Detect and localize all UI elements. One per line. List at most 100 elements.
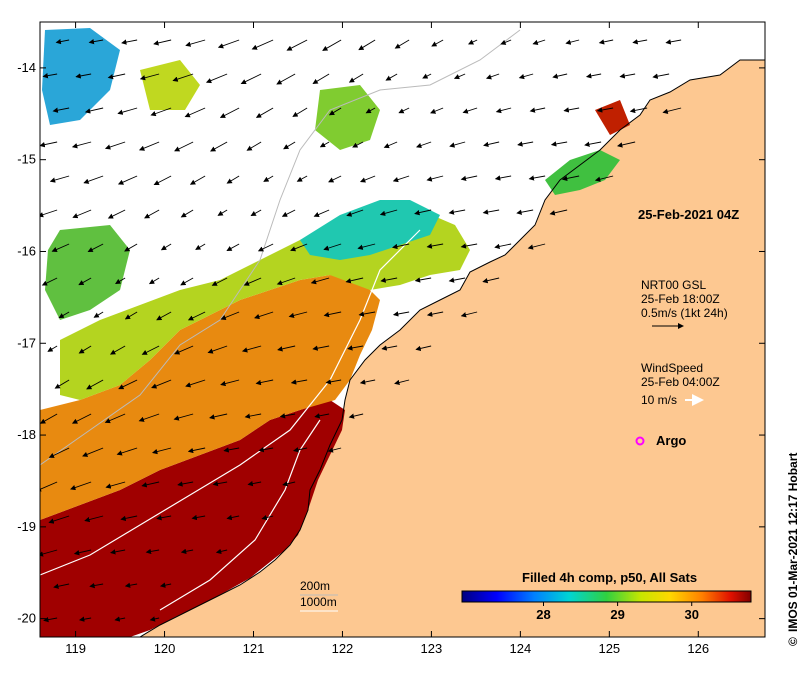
current-vector-arrow [116,447,138,456]
current-vector-arrow [124,311,138,320]
sst-green-zone [60,210,470,400]
colorbar [461,590,752,603]
sst-orange-zone [40,275,380,520]
current-vector-arrow [322,39,342,51]
y-tick-label: -20 [17,611,36,626]
current-vector-arrow [156,515,172,521]
current-vector-arrow [563,107,580,113]
current-vector-arrow [88,38,104,45]
current-vector-arrow [383,141,398,149]
current-vector-arrow [220,311,240,320]
current-vector-arrow [152,447,172,455]
current-vector-arrow [40,141,58,148]
current-vector-arrow [87,243,104,252]
current-vector-arrow [652,73,670,79]
current-vector-arrow [460,311,478,318]
current-vector-arrow [73,549,92,556]
current-vector-arrow [453,73,466,80]
current-vector-arrow [47,345,58,352]
current-vector-arrow [40,481,58,492]
current-vector-arrow [246,141,262,151]
current-vector-arrow [247,480,262,487]
current-vector-arrow [114,616,126,622]
current-vector-arrow [528,175,546,181]
current-vector-arrow [150,107,172,117]
current-vector-arrow [75,73,92,79]
current-vector-arrow [82,447,104,457]
current-vector-arrow [255,379,274,386]
current-vector-arrow [415,345,432,352]
current-vector-arrow [494,243,512,250]
current-vector-arrow [365,107,376,114]
current-vector-arrow [109,345,126,355]
current-vector-arrow [296,175,308,182]
current-vector-arrow [139,73,160,81]
current-vector-arrow [532,39,546,46]
current-vector-arrow [52,107,70,113]
current-vector-arrow [585,73,602,79]
current-vector-arrow [124,582,138,588]
current-vector-arrow [40,549,58,557]
current-vector-arrow [328,175,342,183]
argo-marker-icon [635,436,645,446]
current-vector-arrow [518,73,534,80]
current-vector-arrow [550,141,568,147]
current-vector-arrow [500,39,512,45]
current-vector-arrow [495,107,512,114]
current-vector-arrow [414,277,432,283]
current-vector-arrow [189,175,206,185]
current-vector-arrow [138,141,160,151]
current-vector-arrow [78,277,92,286]
current-vector-arrow [379,209,398,216]
current-vector-arrow [290,379,308,385]
current-vector-arrow [121,39,138,45]
current-vector-arrow [187,447,206,454]
current-vector-arrow [381,345,398,351]
bathy-1000m [40,229,421,576]
peninsula [440,320,515,390]
current-vector-arrow [426,311,444,317]
wind-legend-time: 25-Feb 04:00Z [641,375,720,389]
current-vector-arrow [156,311,172,321]
current-vectors [40,38,682,623]
current-vector-arrow [483,141,500,148]
current-vector-arrow [138,413,160,422]
current-vector-arrow [226,514,240,521]
current-vector-arrow [282,481,296,487]
x-tick-label: 125 [598,641,620,656]
sst-patch-red-ne [595,100,630,135]
x-tick-label: 124 [510,641,532,656]
current-vector-arrow [394,39,410,49]
current-vector-arrow [598,39,614,45]
current-vector-arrow [211,277,228,286]
current-vector-arrow [226,175,240,184]
current-vector-arrow [107,73,126,80]
current-vector-arrow [244,413,262,419]
current-vector-arrow [217,39,240,49]
credit-text: IMOS 01-Mar-2021 12:17 Hobart [786,453,800,632]
current-vector-arrow [174,141,194,152]
current-vector-arrow [258,447,274,453]
current-vector-arrow [40,413,58,424]
bathy-legend-1000m: 1000m [300,595,337,609]
y-tick-label: -15 [17,152,36,167]
current-vector-arrow [212,480,228,487]
current-vector-arrow [323,243,342,251]
x-tick-label: 120 [154,641,176,656]
current-vector-arrow [632,39,648,45]
current-vector-arrow [153,39,172,46]
current-vector-arrow [149,616,160,622]
x-tick-label: 123 [421,641,443,656]
current-vector-arrow [72,209,92,219]
current-vector-arrow [174,345,194,355]
current-vector-arrow [448,209,466,215]
current-vector-arrow [314,413,330,419]
current-vector-arrow [145,548,160,555]
current-vector-arrow [276,73,296,85]
current-vector-arrow [398,107,410,114]
current-vector-arrow [53,583,70,589]
current-vector-arrow [205,73,228,84]
current-vector-arrow [261,515,274,521]
sst-patch-n [315,85,380,150]
